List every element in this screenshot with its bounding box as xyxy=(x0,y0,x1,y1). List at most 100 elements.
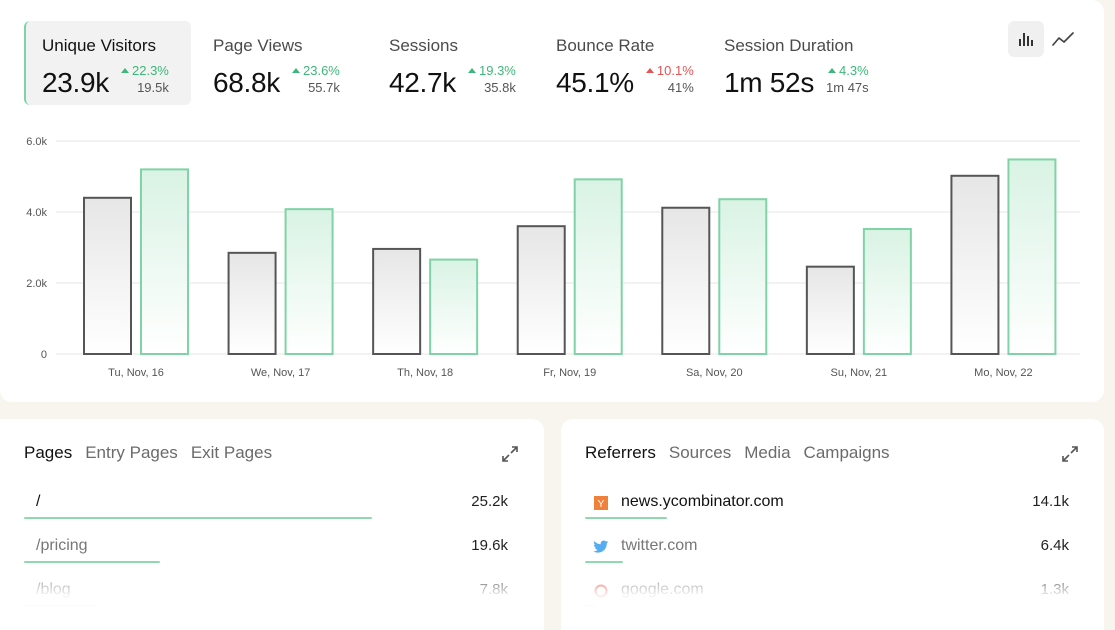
metric-change: 23.6% xyxy=(292,62,340,79)
previous-period-bar[interactable] xyxy=(516,225,566,355)
y-tick-label: 0 xyxy=(41,349,47,361)
metric-unique-visitors[interactable]: Unique Visitors 23.9k 22.3% 19.5k xyxy=(24,21,191,105)
list-item-count: 25.2k xyxy=(471,493,508,510)
metric-value: 42.7k xyxy=(389,67,456,98)
bar-chart-icon xyxy=(1019,33,1033,46)
current-period-bar[interactable] xyxy=(284,208,334,355)
pages-card: Pages Entry Pages Exit Pages / 25.2k/pricin… xyxy=(0,419,544,630)
previous-period-bar[interactable] xyxy=(950,174,1000,356)
arrow-up-icon xyxy=(645,68,654,73)
arrow-up-icon xyxy=(121,68,129,73)
metric-label: Page Views xyxy=(213,36,303,55)
metric-value: 45.1% xyxy=(556,67,634,98)
metric-value: 68.8k xyxy=(213,67,280,98)
share-bar xyxy=(585,605,595,607)
share-bar xyxy=(24,517,372,519)
x-tick-label: Fr, Nov, 19 xyxy=(543,367,596,379)
current-period-bar[interactable] xyxy=(718,198,768,355)
list-item-label: news.ycombinator.com xyxy=(621,493,784,510)
metric-previous: 55.7k xyxy=(308,80,340,95)
metric-change: 22.3% xyxy=(121,62,169,79)
tab-exit-pages[interactable]: Exit Pages xyxy=(190,443,273,462)
x-tick-label: Th, Nov, 18 xyxy=(397,367,453,379)
tab-campaigns[interactable]: Campaigns xyxy=(803,443,890,462)
share-bar xyxy=(24,605,94,607)
previous-period-bar[interactable] xyxy=(661,206,711,355)
x-tick-label: Su, Nov, 21 xyxy=(831,367,888,379)
list-item-count: 6.4k xyxy=(1040,537,1069,554)
expand-icon[interactable] xyxy=(1060,444,1080,464)
metric-change: 10.1% xyxy=(645,62,694,79)
twitter-icon xyxy=(593,539,609,555)
tab-referrers[interactable]: Referrers xyxy=(585,443,656,462)
metric-label: Sessions xyxy=(389,36,458,55)
pages-tabs: Pages Entry Pages Exit Pages xyxy=(24,443,272,463)
share-bar xyxy=(585,561,624,563)
list-item[interactable]: /blog 7.8k xyxy=(24,573,518,617)
x-tick-label: Tu, Nov, 16 xyxy=(108,367,164,379)
current-period-bar[interactable] xyxy=(1007,158,1057,355)
arrow-up-icon xyxy=(828,68,837,73)
current-period-bar[interactable] xyxy=(573,178,623,356)
x-tick-label: Sa, Nov, 20 xyxy=(686,367,743,379)
arrow-up-icon xyxy=(468,68,476,73)
svg-text:Y: Y xyxy=(598,499,605,510)
ycombinator-icon: Y xyxy=(593,495,609,511)
line-chart-icon xyxy=(1052,32,1074,46)
previous-period-bar[interactable] xyxy=(372,247,422,355)
list-item-label: google.com xyxy=(621,581,704,598)
metric-change: 19.3% xyxy=(468,62,516,79)
x-tick-label: We, Nov, 17 xyxy=(251,367,311,379)
metric-previous: 41% xyxy=(667,80,694,95)
list-item[interactable]: /pricing 19.6k xyxy=(24,529,518,573)
current-period-bar[interactable] xyxy=(140,168,189,356)
list-item-count: 14.1k xyxy=(1032,493,1069,510)
metric-session-duration[interactable]: Session Duration 1m 52s 4.3% 1m 47s xyxy=(708,21,878,105)
list-item-label: /pricing xyxy=(36,537,88,554)
tab-media[interactable]: Media xyxy=(744,443,791,462)
metric-previous: 35.8k xyxy=(484,80,516,95)
tab-pages[interactable]: Pages xyxy=(24,443,73,462)
google-icon xyxy=(593,583,609,599)
tab-entry-pages[interactable]: Entry Pages xyxy=(85,443,178,462)
list-item-count: 7.8k xyxy=(479,581,508,598)
metric-sessions[interactable]: Sessions 42.7k 19.3% 35.8k xyxy=(373,21,525,105)
y-tick-label: 4.0k xyxy=(26,207,47,219)
expand-icon[interactable] xyxy=(500,444,520,464)
metric-page-views[interactable]: Page Views 68.8k 23.6% 55.7k xyxy=(197,21,357,105)
metric-previous: 1m 47s xyxy=(826,80,869,95)
metric-bounce-rate[interactable]: Bounce Rate 45.1% 10.1% 41% xyxy=(540,21,694,105)
visitors-bar-chart: 0 2.0k 4.0k 6.0k Tu, Nov, 16 We, Nov, 17 Th, N… xyxy=(26,136,1080,379)
y-tick-label: 2.0k xyxy=(26,278,47,290)
list-item-label: / xyxy=(36,493,41,510)
list-item-label: twitter.com xyxy=(621,537,698,554)
list-item[interactable]: google.com 1.3k xyxy=(585,573,1079,617)
line-chart-toggle[interactable] xyxy=(1045,21,1081,57)
arrow-up-icon xyxy=(292,68,300,73)
list-item[interactable]: twitter.com 6.4k xyxy=(585,529,1079,573)
x-tick-label: Mo, Nov, 22 xyxy=(974,367,1033,379)
list-item-label: /blog xyxy=(36,581,71,598)
referrers-tabs: Referrers Sources Media Campaigns xyxy=(585,443,890,463)
metric-value: 23.9k xyxy=(42,67,109,98)
current-period-bar[interactable] xyxy=(862,228,912,355)
share-bar xyxy=(24,561,160,563)
metric-value: 1m 52s xyxy=(724,67,815,98)
current-period-bar[interactable] xyxy=(429,258,479,356)
list-item[interactable]: / 25.2k xyxy=(24,485,518,529)
bar-chart-toggle[interactable] xyxy=(1008,21,1044,57)
list-item-count: 19.6k xyxy=(471,537,508,554)
previous-period-bar[interactable] xyxy=(227,251,277,355)
share-bar xyxy=(585,517,667,519)
y-tick-label: 6.0k xyxy=(26,136,47,148)
tab-sources[interactable]: Sources xyxy=(668,443,732,462)
overview-card: Unique Visitors 23.9k 22.3% 19.5k Page Views… xyxy=(0,0,1104,402)
previous-period-bar[interactable] xyxy=(805,265,855,355)
previous-period-bar[interactable] xyxy=(83,196,132,355)
metric-label: Unique Visitors xyxy=(42,36,157,55)
list-item-count: 1.3k xyxy=(1040,581,1069,598)
metric-label: Session Duration xyxy=(724,36,854,55)
metric-previous: 19.5k xyxy=(137,80,169,95)
